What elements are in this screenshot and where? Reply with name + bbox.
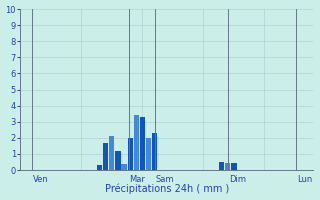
Bar [231, 163, 236, 170]
Bar [152, 133, 157, 170]
Bar [146, 138, 151, 170]
Bar [97, 165, 102, 170]
X-axis label: Précipitations 24h ( mm ): Précipitations 24h ( mm ) [105, 184, 229, 194]
Bar [134, 115, 139, 170]
Text: Sam: Sam [156, 175, 174, 184]
Bar [109, 136, 115, 170]
Text: Lun: Lun [297, 175, 312, 184]
Bar [103, 143, 108, 170]
Bar [121, 164, 127, 170]
Text: Dim: Dim [229, 175, 246, 184]
Bar [140, 117, 145, 170]
Text: Ven: Ven [33, 175, 49, 184]
Bar [128, 138, 133, 170]
Text: Mar: Mar [130, 175, 146, 184]
Bar [115, 151, 121, 170]
Bar [219, 162, 224, 170]
Bar [225, 163, 230, 170]
